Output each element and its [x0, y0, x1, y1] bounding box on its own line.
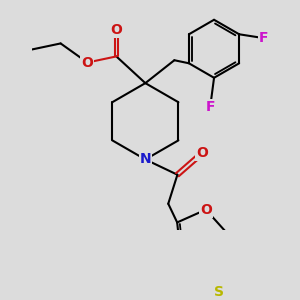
Text: O: O [81, 56, 93, 70]
Text: O: O [110, 23, 122, 37]
Text: F: F [259, 31, 268, 45]
Text: O: O [196, 146, 208, 160]
Text: F: F [206, 100, 215, 114]
Text: O: O [200, 202, 212, 217]
Text: S: S [214, 285, 224, 299]
Text: N: N [140, 152, 151, 167]
